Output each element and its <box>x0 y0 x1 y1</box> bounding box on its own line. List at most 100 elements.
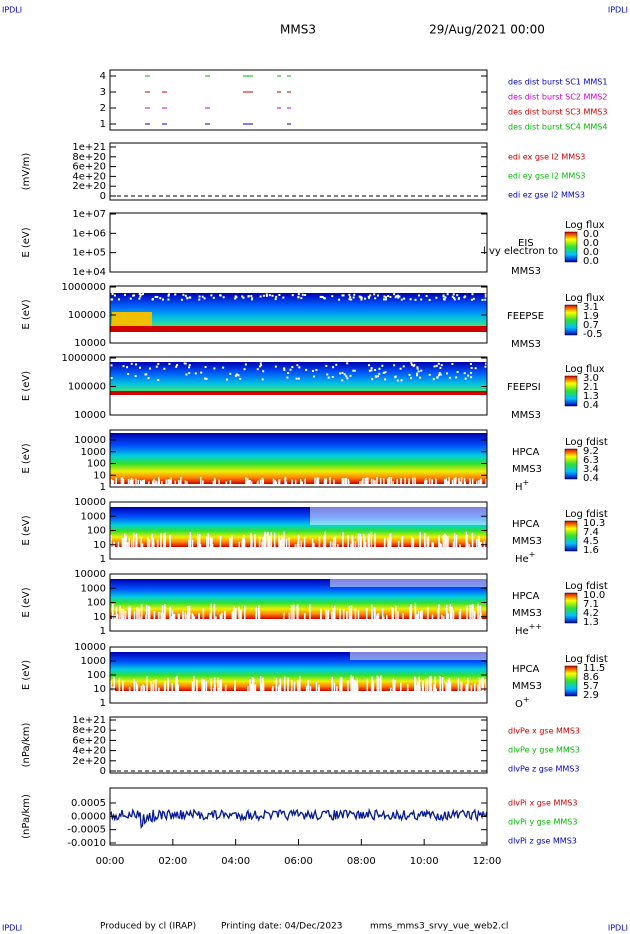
y-tick-label: 1e+04 <box>72 267 106 278</box>
speckle <box>467 677 469 700</box>
speckle <box>163 683 166 697</box>
speckle <box>286 376 289 379</box>
speckle <box>250 481 253 486</box>
speckle <box>224 684 227 696</box>
speckle <box>158 687 160 694</box>
speckle <box>275 677 278 700</box>
speckle <box>484 293 487 296</box>
colorbar-title: Log fdist <box>565 437 608 448</box>
instrument-label: FEEPSE <box>507 311 544 322</box>
speckle <box>359 481 361 486</box>
speckle <box>448 677 451 700</box>
speckle <box>133 294 136 297</box>
y-axis-label: E (eV) <box>21 443 32 473</box>
speckle <box>297 295 300 298</box>
speckle <box>110 479 113 488</box>
speckle <box>428 373 431 376</box>
speckle <box>298 366 301 369</box>
spectrogram-band <box>110 326 487 332</box>
speckle <box>241 540 243 552</box>
speckle <box>329 477 331 489</box>
speckle <box>157 362 160 365</box>
speckle <box>203 297 206 300</box>
speckle <box>331 375 334 378</box>
speckle <box>258 610 261 625</box>
speckle <box>274 480 277 487</box>
speckle <box>198 613 200 623</box>
speckle <box>388 540 390 552</box>
speckle <box>117 541 120 551</box>
speckle <box>344 478 347 488</box>
speckle <box>148 607 151 627</box>
y-tick-label: 0 <box>100 766 106 777</box>
speckle <box>211 544 214 549</box>
speckle <box>353 680 356 699</box>
colorbar-title: Log fdist <box>565 581 608 592</box>
speckle <box>267 531 269 558</box>
speckle <box>359 296 362 299</box>
speckle <box>278 293 281 296</box>
y-tick-label: 1 <box>100 482 106 493</box>
speckle <box>442 298 445 301</box>
speckle <box>431 479 433 488</box>
speckle <box>384 371 387 374</box>
speckle <box>445 478 447 488</box>
speckle <box>452 541 455 551</box>
speckle <box>484 298 487 301</box>
speckle <box>326 373 329 376</box>
speckle <box>346 362 349 365</box>
speckle <box>135 682 138 697</box>
speckle <box>176 675 178 702</box>
speckle <box>177 613 180 623</box>
speckle <box>155 678 157 700</box>
speckle <box>207 532 210 557</box>
speckle <box>157 379 160 382</box>
speckle <box>314 477 316 489</box>
speckle <box>438 372 441 375</box>
speckle <box>261 378 264 381</box>
speckle <box>219 688 222 693</box>
speckle <box>221 612 223 624</box>
legend-entry: dlvPi y gse MMS3 <box>508 818 577 827</box>
speckle <box>471 293 474 296</box>
colorbar-tick-label: 8.6 <box>583 672 599 683</box>
speckle <box>343 373 346 376</box>
speckle <box>201 678 203 700</box>
speckle <box>111 298 114 301</box>
speckle <box>369 294 372 297</box>
speckle <box>291 479 293 488</box>
speckle <box>139 480 142 487</box>
speckle <box>309 686 312 695</box>
speckle <box>234 295 237 298</box>
speckle <box>147 606 150 628</box>
speckle <box>210 678 213 700</box>
speckle <box>343 478 345 488</box>
y-tick-label: 8e+20 <box>72 152 106 163</box>
speckle <box>143 685 146 695</box>
speckle <box>441 676 444 701</box>
spectrogram <box>110 362 487 391</box>
y-tick-label: 100 <box>87 526 106 537</box>
speckle <box>455 376 458 379</box>
instrument-label: HPCA <box>512 447 540 458</box>
speckle <box>428 478 431 488</box>
speckle <box>390 477 393 489</box>
speckle <box>415 685 418 695</box>
speckle <box>437 604 440 629</box>
speckle <box>218 479 220 487</box>
speckle <box>433 365 436 368</box>
instrument-label: HPCA <box>512 519 540 530</box>
speckle <box>122 365 125 368</box>
speckle <box>481 298 484 301</box>
speckle <box>135 533 138 557</box>
speckle <box>367 295 370 298</box>
speckle <box>442 534 445 556</box>
speckle <box>309 604 311 629</box>
speckle <box>186 613 189 623</box>
speckle <box>409 376 412 379</box>
speckle <box>341 479 344 487</box>
speckle <box>463 478 466 488</box>
speckle <box>155 480 157 487</box>
speckle <box>410 606 413 628</box>
